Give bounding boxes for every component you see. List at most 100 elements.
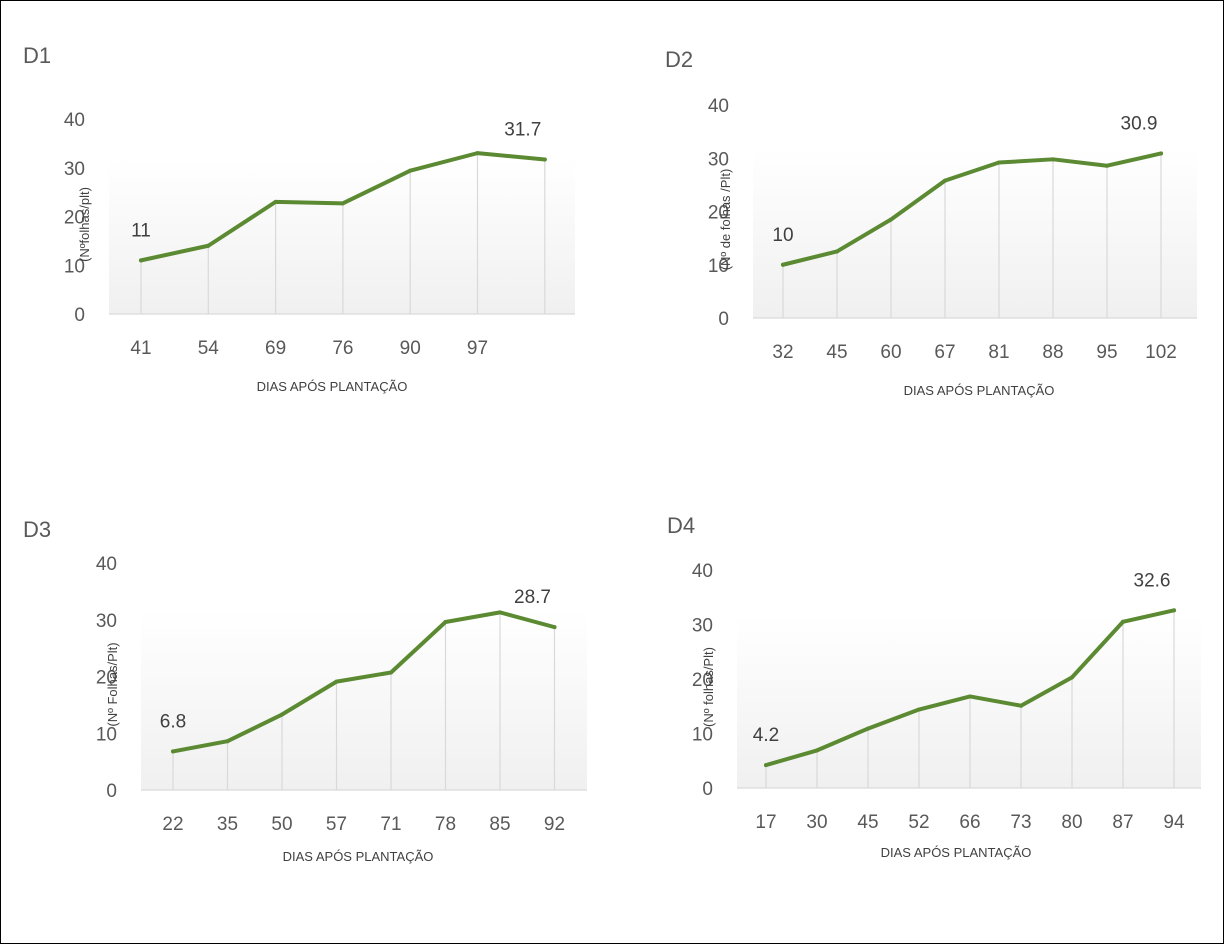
y-tick-label: 0 (702, 779, 713, 800)
chart-panel-d3: D3 0 10 20 30 40 22 35 50 57 71 78 85 92 6.8 28.7 (Nº F… (1, 1, 613, 945)
data-point (552, 625, 557, 630)
y-tick-label: 0 (718, 309, 729, 330)
chart-panel-d1: D1 0 10 20 30 40 41 54 69 76 90 97 11 31.7 (Nºfolhas/… (1, 1, 613, 473)
chart-d2: 0 10 20 30 40 32 45 60 67 81 88 95 102 10 30.9 (Nº de f… (708, 96, 1197, 398)
data-point (273, 199, 278, 204)
y-tick-label: 20 (708, 203, 729, 224)
x-axis-label: DIAS APÓS PLANTAÇÃO (283, 849, 434, 864)
data-point (835, 249, 839, 254)
y-tick-label: 30 (96, 611, 117, 632)
data-point (1172, 608, 1176, 613)
x-tick-label: 30 (806, 812, 827, 833)
data-point (171, 749, 175, 754)
data-label: 31.7 (504, 119, 541, 140)
y-tick-label: 20 (692, 670, 713, 691)
x-tick-label: 32 (772, 342, 793, 363)
data-point (498, 610, 502, 615)
y-tick-label: 30 (708, 149, 729, 170)
x-tick-label: 67 (934, 342, 955, 363)
y-tick-label: 30 (692, 616, 713, 637)
data-point (1159, 151, 1163, 156)
y-tick-label: 10 (692, 725, 713, 746)
x-tick-label: 57 (326, 814, 347, 835)
data-point (889, 217, 893, 222)
data-point (443, 620, 448, 625)
x-tick-label: 88 (1042, 342, 1063, 363)
x-tick-label: 78 (435, 814, 456, 835)
x-tick-label: 54 (198, 338, 220, 359)
x-tick-label: 97 (467, 338, 488, 359)
series-line (781, 151, 1163, 267)
x-tick-label: 66 (959, 812, 980, 833)
y-tick-label: 10 (708, 256, 729, 277)
y-tick-label: 10 (64, 256, 85, 277)
data-point (475, 151, 480, 156)
chart-d3: 0 10 20 30 40 22 35 50 57 71 78 85 92 6.8 28.7 (Nº Folh… (96, 554, 587, 864)
x-tick-label: 69 (265, 338, 286, 359)
x-tick-label: 90 (400, 338, 421, 359)
y-tick-label: 20 (96, 668, 117, 689)
data-point (1070, 675, 1074, 680)
plot-area (737, 614, 1201, 788)
plot-area (753, 148, 1197, 318)
data-point (764, 763, 768, 768)
x-tick-label: 102 (1145, 342, 1177, 363)
data-point (943, 178, 947, 183)
y-axis-label: (Nº de folhas /Plt) (718, 169, 733, 271)
x-tick-label: 81 (988, 342, 1009, 363)
x-tick-label: 17 (755, 812, 776, 833)
x-tick-label: 94 (1163, 812, 1185, 833)
y-tick-label: 0 (74, 305, 85, 326)
data-point (280, 712, 284, 717)
data-point (1019, 703, 1023, 708)
x-tick-label: 52 (908, 812, 929, 833)
x-axis-label: DIAS APÓS PLANTAÇÃO (904, 383, 1055, 398)
y-tick-label: 20 (64, 208, 85, 229)
y-tick-label: 40 (64, 110, 85, 131)
data-point (340, 201, 345, 206)
data-point (866, 726, 870, 731)
plot-area (141, 609, 587, 790)
data-point (225, 739, 230, 744)
data-point (815, 748, 819, 753)
x-axis-label: DIAS APÓS PLANTAÇÃO (257, 379, 408, 394)
data-point (1051, 157, 1055, 162)
x-tick-label: 45 (857, 812, 878, 833)
data-label: 4.2 (753, 725, 779, 746)
data-label: 28.7 (514, 587, 551, 608)
x-tick-label: 85 (489, 814, 510, 835)
data-point (206, 243, 211, 248)
data-point (1121, 619, 1125, 624)
data-label: 11 (131, 220, 151, 241)
y-tick-label: 40 (96, 554, 117, 575)
y-axis-label: (Nº folhas/Plt) (701, 647, 716, 727)
x-tick-label: 92 (544, 814, 565, 835)
chart-title: D1 (23, 43, 52, 68)
x-tick-label: 35 (217, 814, 238, 835)
data-label: 6.8 (160, 711, 186, 732)
x-tick-label: 50 (271, 814, 292, 835)
x-tick-label: 60 (880, 342, 901, 363)
data-point (781, 262, 785, 267)
y-tick-label: 40 (692, 561, 713, 582)
y-tick-label: 0 (106, 781, 117, 802)
y-tick-label: 40 (708, 96, 729, 117)
y-axis-label: (Nº Folhas/Plt) (105, 642, 120, 726)
x-tick-label: 41 (130, 338, 151, 359)
data-point (1105, 163, 1109, 168)
data-label: 30.9 (1121, 113, 1158, 134)
chart-title: D3 (23, 517, 52, 542)
y-axis-label: (Nºfolhas/plt) (77, 187, 92, 262)
data-point (997, 160, 1001, 165)
data-point (334, 679, 339, 684)
data-point (917, 707, 921, 712)
chart-title: D4 (667, 513, 696, 538)
x-tick-label: 45 (826, 342, 847, 363)
data-point (968, 694, 972, 699)
data-point (389, 670, 393, 675)
chart-panel-d2: D2 0 10 20 30 40 32 45 60 67 81 88 95 102 10 30.9 (Nº d… (1, 1, 1224, 473)
y-tick-label: 30 (64, 159, 85, 180)
